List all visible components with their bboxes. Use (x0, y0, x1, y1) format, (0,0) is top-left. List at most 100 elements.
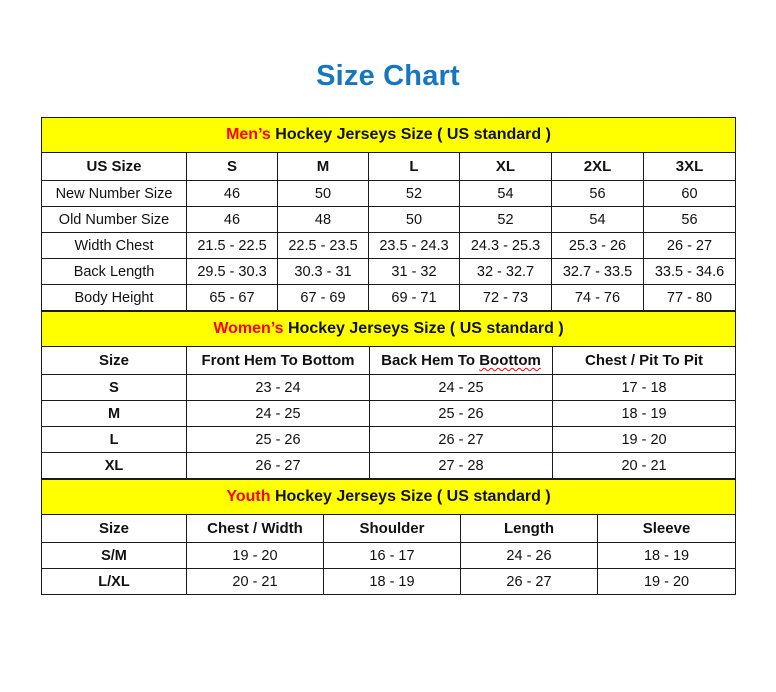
header-prefix: Back Hem To (381, 352, 480, 369)
table-row: M 24 - 25 25 - 26 18 - 19 (41, 400, 737, 427)
mens-size-table: Men’s Hockey Jerseys Size ( US standard … (41, 117, 736, 311)
table-cell: 31 - 32 (368, 258, 460, 285)
table-cell: 67 - 69 (277, 284, 369, 311)
womens-col-header: Front Hem To Bottom (186, 346, 370, 375)
table-cell: 23.5 - 24.3 (368, 232, 460, 259)
youth-col-header: Length (460, 514, 598, 543)
mens-col-header: 2XL (551, 152, 644, 181)
mens-banner-accent: Men’s (226, 126, 271, 143)
table-cell: 32.7 - 33.5 (551, 258, 644, 285)
table-cell: 26 - 27 (369, 426, 553, 453)
table-cell: 20 - 21 (551, 452, 737, 479)
table-cell: 46 (186, 206, 278, 233)
table-cell: 23 - 24 (186, 374, 370, 401)
youth-banner-accent: Youth (226, 488, 271, 505)
table-cell: 24 - 26 (460, 542, 598, 569)
table-row: S/M 19 - 20 16 - 17 24 - 26 18 - 19 (41, 542, 737, 569)
table-row: XL 26 - 27 27 - 28 20 - 21 (41, 452, 737, 479)
table-cell: 25 - 26 (369, 400, 553, 427)
table-cell: 74 - 76 (551, 284, 644, 311)
womens-banner-accent: Women’s (213, 320, 284, 337)
table-cell: 24.3 - 25.3 (459, 232, 552, 259)
row-label: Back Length (41, 258, 187, 285)
table-cell: 18 - 19 (323, 568, 461, 595)
table-cell: 32 - 32.7 (459, 258, 552, 285)
table-cell: 19 - 20 (186, 542, 324, 569)
youth-section-banner: Youth Hockey Jerseys Size ( US standard … (40, 479, 737, 515)
table-cell: 26 - 27 (643, 232, 736, 259)
table-cell: 48 (277, 206, 369, 233)
table-cell: 18 - 19 (551, 400, 737, 427)
table-cell: 21.5 - 22.5 (186, 232, 278, 259)
womens-banner-cell: Women’s Hockey Jerseys Size ( US standar… (40, 311, 737, 347)
mens-section-banner: Men’s Hockey Jerseys Size ( US standard … (41, 117, 736, 153)
table-cell: 16 - 17 (323, 542, 461, 569)
table-cell: 50 (368, 206, 460, 233)
womens-section-banner: Women’s Hockey Jerseys Size ( US standar… (40, 311, 737, 347)
table-cell: 30.3 - 31 (277, 258, 369, 285)
table-row: Body Height 65 - 67 67 - 69 69 - 71 72 -… (41, 284, 736, 311)
row-label: XL (41, 452, 187, 479)
row-label: S/M (41, 542, 187, 569)
mens-col-header: S (186, 152, 278, 181)
table-cell: 18 - 19 (596, 542, 737, 569)
youth-banner-rest: Hockey Jerseys Size ( US standard ) (270, 488, 551, 505)
page-title: Size Chart (316, 60, 460, 92)
row-label: Old Number Size (41, 206, 187, 233)
womens-col-header: Chest / Pit To Pit (551, 346, 737, 375)
table-row: S 23 - 24 24 - 25 17 - 18 (41, 374, 737, 401)
table-cell: 33.5 - 34.6 (643, 258, 736, 285)
table-row: L 25 - 26 26 - 27 19 - 20 (41, 426, 737, 453)
table-cell: 54 (551, 206, 644, 233)
table-cell: 25.3 - 26 (551, 232, 644, 259)
row-label: L (41, 426, 187, 453)
table-row: L/XL 20 - 21 18 - 19 26 - 27 19 - 20 (41, 568, 737, 595)
table-cell: 52 (368, 180, 460, 207)
table-row: Back Length 29.5 - 30.3 30.3 - 31 31 - 3… (41, 258, 736, 285)
table-row: Old Number Size 46 48 50 52 54 56 (41, 206, 736, 233)
mens-col-header: L (368, 152, 460, 181)
table-cell: 22.5 - 23.5 (277, 232, 369, 259)
mens-col-header: M (277, 152, 369, 181)
womens-col-header-misspelled: Back Hem To Boottom (369, 346, 553, 375)
womens-size-table: Women’s Hockey Jerseys Size ( US standar… (40, 311, 737, 479)
table-cell: 25 - 26 (186, 426, 370, 453)
table-cell: 26 - 27 (186, 452, 370, 479)
table-cell: 56 (643, 206, 736, 233)
table-cell: 56 (551, 180, 644, 207)
mens-banner-cell: Men’s Hockey Jerseys Size ( US standard … (41, 117, 736, 153)
table-cell: 52 (459, 206, 552, 233)
table-cell: 77 - 80 (643, 284, 736, 311)
mens-column-header-row: US Size S M L XL 2XL 3XL (41, 152, 736, 181)
size-tables-container: Men’s Hockey Jerseys Size ( US standard … (40, 117, 737, 595)
table-cell: 54 (459, 180, 552, 207)
spellcheck-underlined-word: Boottom (479, 352, 541, 369)
womens-col-header: Size (41, 346, 187, 375)
mens-col-header: XL (459, 152, 552, 181)
table-cell: 24 - 25 (369, 374, 553, 401)
youth-col-header: Sleeve (596, 514, 737, 543)
youth-col-header: Chest / Width (186, 514, 324, 543)
mens-banner-rest: Hockey Jerseys Size ( US standard ) (270, 126, 551, 143)
row-label: S (41, 374, 187, 401)
row-label: Width Chest (41, 232, 187, 259)
table-cell: 69 - 71 (368, 284, 460, 311)
youth-banner-cell: Youth Hockey Jerseys Size ( US standard … (40, 479, 737, 515)
youth-col-header: Size (41, 514, 187, 543)
table-cell: 17 - 18 (551, 374, 737, 401)
table-cell: 19 - 20 (596, 568, 737, 595)
row-label: New Number Size (41, 180, 187, 207)
table-cell: 72 - 73 (459, 284, 552, 311)
row-label: L/XL (41, 568, 187, 595)
table-cell: 46 (186, 180, 278, 207)
table-cell: 26 - 27 (460, 568, 598, 595)
youth-column-header-row: Size Chest / Width Shoulder Length Sleev… (41, 514, 737, 543)
row-label: Body Height (41, 284, 187, 311)
table-cell: 60 (643, 180, 736, 207)
row-label: M (41, 400, 187, 427)
womens-banner-rest: Hockey Jerseys Size ( US standard ) (283, 320, 564, 337)
table-row: New Number Size 46 50 52 54 56 60 (41, 180, 736, 207)
table-cell: 20 - 21 (186, 568, 324, 595)
table-cell: 19 - 20 (551, 426, 737, 453)
